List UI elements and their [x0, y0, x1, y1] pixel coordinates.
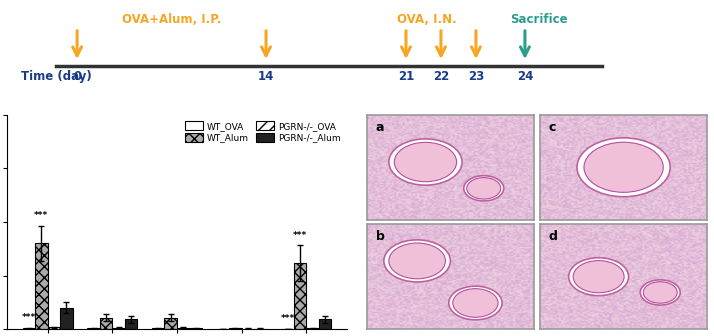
- Circle shape: [573, 261, 624, 293]
- Circle shape: [464, 176, 503, 201]
- Bar: [100, 318, 112, 329]
- Circle shape: [449, 286, 502, 320]
- Circle shape: [577, 138, 670, 197]
- Bar: [152, 328, 164, 329]
- Bar: [87, 328, 100, 329]
- Circle shape: [394, 142, 457, 182]
- Circle shape: [568, 258, 628, 296]
- Circle shape: [467, 178, 501, 199]
- Legend: WT_OVA, WT_Alum, PGRN-/-_OVA, PGRN-/-_Alum: WT_OVA, WT_Alum, PGRN-/-_OVA, PGRN-/-_Al…: [183, 119, 342, 144]
- Text: d: d: [548, 230, 558, 243]
- Text: 22: 22: [433, 70, 449, 83]
- Bar: [60, 308, 73, 329]
- Text: a: a: [376, 121, 384, 134]
- Bar: [23, 328, 35, 329]
- Text: 14: 14: [258, 70, 274, 83]
- Text: 0: 0: [73, 70, 81, 83]
- Circle shape: [640, 280, 680, 305]
- Text: c: c: [548, 121, 556, 134]
- Bar: [164, 318, 177, 329]
- Text: 21: 21: [398, 70, 414, 83]
- Circle shape: [643, 282, 677, 303]
- Text: 24: 24: [517, 70, 533, 83]
- Bar: [306, 328, 319, 329]
- Circle shape: [584, 142, 663, 192]
- Text: OVA+Alum, I.P.: OVA+Alum, I.P.: [122, 13, 221, 26]
- Circle shape: [389, 139, 462, 185]
- Text: Time (day): Time (day): [21, 70, 92, 83]
- Text: ***: ***: [34, 211, 49, 220]
- Text: b: b: [376, 230, 384, 243]
- Circle shape: [384, 240, 451, 282]
- Circle shape: [453, 289, 498, 317]
- Bar: [229, 328, 241, 329]
- Bar: [125, 320, 137, 329]
- Text: 23: 23: [468, 70, 484, 83]
- Bar: [294, 263, 306, 329]
- Text: ***: ***: [293, 231, 307, 240]
- Bar: [48, 328, 60, 329]
- Text: ***: ***: [281, 314, 295, 323]
- Text: OVA, I.N.: OVA, I.N.: [397, 13, 457, 26]
- Circle shape: [389, 243, 446, 279]
- Text: ***: ***: [21, 313, 36, 323]
- Text: Sacrifice: Sacrifice: [510, 13, 568, 26]
- Bar: [319, 320, 331, 329]
- Bar: [189, 328, 202, 329]
- Bar: [177, 328, 189, 329]
- Bar: [35, 244, 48, 329]
- Bar: [112, 328, 125, 329]
